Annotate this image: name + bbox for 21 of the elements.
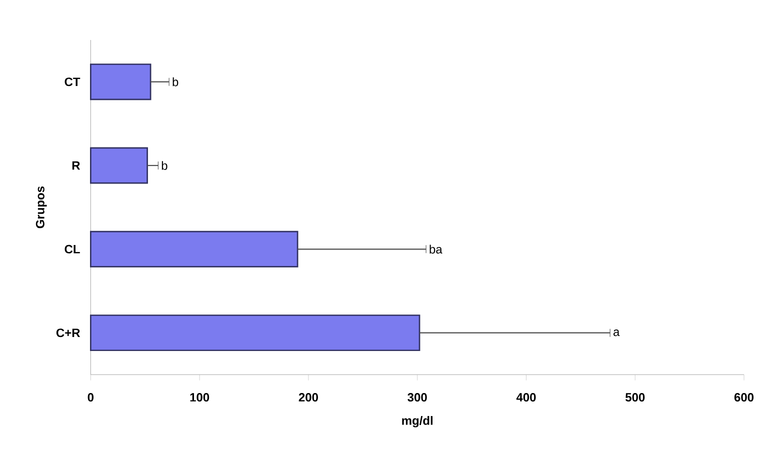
annotation: a [614,330,620,336]
bar [90,231,298,268]
bar [90,147,148,184]
y-tick-label: R [72,162,80,170]
x-tick-label: 0 [88,393,94,402]
y-axis-title: Grupos [36,186,47,228]
annotation: b [162,161,168,170]
x-tick-label: 500 [625,393,645,402]
bar [90,64,152,100]
annotation: ba [430,244,442,254]
y-tick-label: CT [64,78,80,86]
bar [90,314,420,352]
x-tick-label: 300 [408,393,427,402]
x-axis-title: mg/dl [402,416,432,428]
annotation: b [172,78,178,86]
x-tick-label: 100 [190,393,210,402]
y-tick-label: C+R [56,328,80,338]
x-tick-label: 400 [516,393,536,402]
x-tick-label: 600 [734,393,754,402]
y-tick-label: CL [64,245,80,254]
x-tick-label: 200 [298,393,318,402]
